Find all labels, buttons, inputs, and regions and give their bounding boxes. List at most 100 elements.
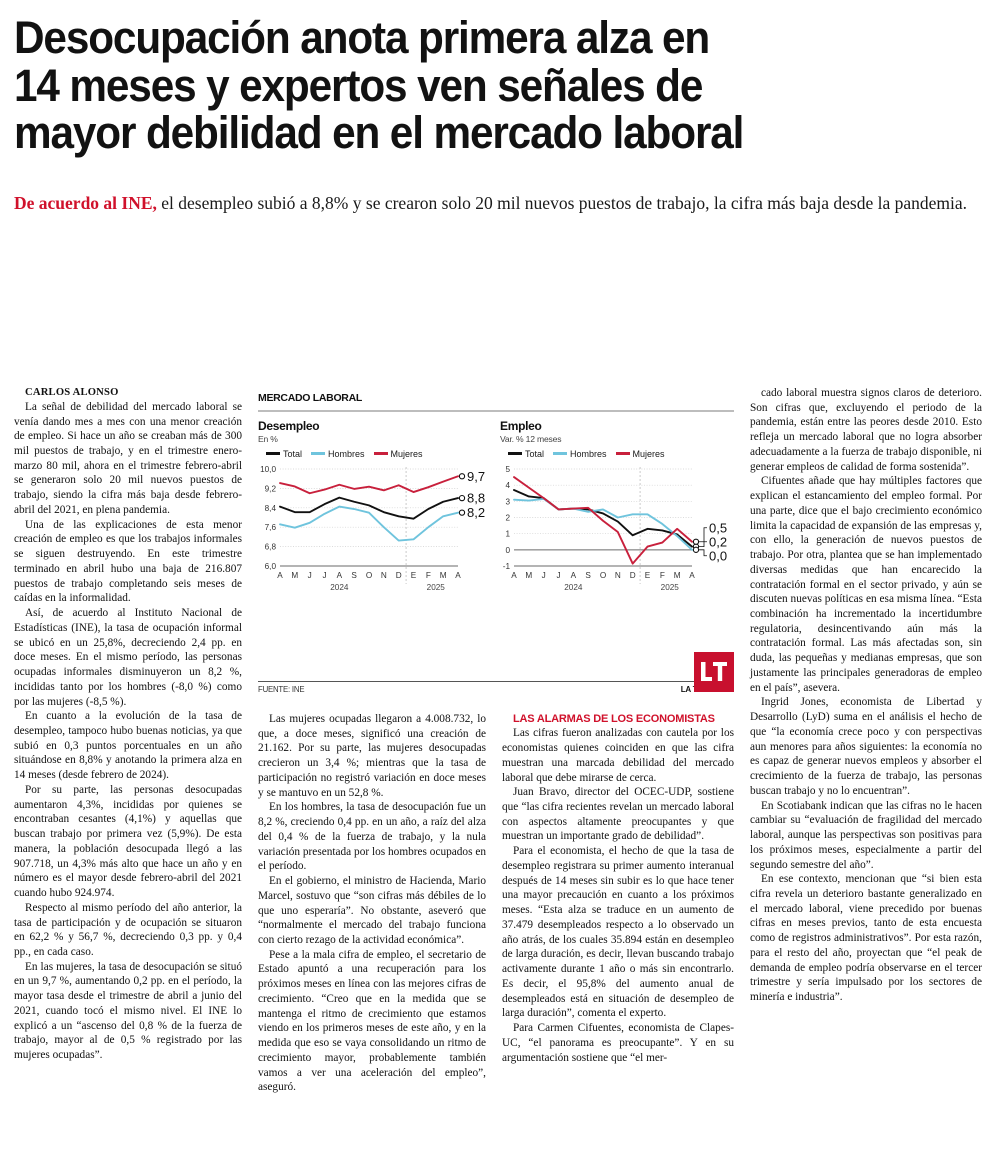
paragraph: Por su parte, las personas desocupadas a… — [14, 783, 242, 900]
headline-line-3: mayor debilidad en el mercado laboral — [14, 107, 744, 159]
legend-item-total: Total — [266, 449, 302, 459]
col1-paragraphs: La señal de debilidad del mercado labora… — [14, 400, 242, 1063]
legend-label-mujeres-2: Mujeres — [632, 448, 665, 459]
infographic-footer: FUENTE: INE LA TERCERA — [258, 652, 734, 694]
headline-line-1: Desocupación anota primera alza en — [14, 12, 710, 63]
standfirst-lede: De acuerdo al INE, — [14, 193, 157, 213]
page-title: Desocupación anota primera alza en 14 me… — [14, 14, 916, 157]
infographic-mercado-laboral: MERCADO LABORAL Desempleo En % Total Hom… — [258, 392, 734, 694]
paragraph: Para el economista, el hecho de que la t… — [502, 845, 734, 1020]
paragraph: Juan Bravo, director del OCEC-UDP, sosti… — [502, 786, 734, 843]
article-column-1: CARLOS ALONSO La señal de debilidad del … — [14, 386, 242, 1063]
y-axis-tick-label: 4 — [505, 481, 510, 490]
legend-label-hombres: Hombres — [328, 448, 365, 459]
legend-swatch-total — [266, 452, 280, 455]
paragraph: En los hombres, la tasa de desocupación … — [258, 801, 486, 873]
paragraph: En cuanto a la evolución de la tasa de d… — [14, 710, 242, 782]
col4-paragraphs: cado laboral muestra signos claros de de… — [750, 386, 982, 1005]
endpoint-value-mujeres: 0,5 — [709, 520, 727, 535]
x-axis-tick-label: M — [291, 571, 298, 580]
legend-label-total-2: Total — [525, 448, 545, 459]
x-axis-tick-label: O — [366, 571, 372, 580]
legend-swatch-mujeres — [373, 452, 388, 455]
lt-monogram-icon — [701, 662, 727, 681]
charts-row: Desempleo En % Total Hombres Mujeres 6,0… — [258, 419, 734, 596]
x-axis-tick-label: N — [615, 571, 621, 580]
legend-swatch-hombres — [311, 452, 326, 455]
col2-paragraphs: Las mujeres ocupadas llegaron a 4.008.73… — [258, 712, 486, 1095]
x-axis-year-label: 2025 — [661, 583, 680, 592]
series-line-mujeres — [513, 475, 693, 565]
endpoint-value-mujeres: 9,7 — [467, 468, 485, 483]
x-axis-tick-label: D — [396, 571, 402, 580]
y-axis-tick-label: 1 — [505, 529, 510, 538]
legend-label-total: Total — [283, 448, 303, 459]
infographic-footer-row: FUENTE: INE LA TERCERA — [258, 685, 734, 694]
y-axis-tick-label: 6,0 — [265, 562, 277, 571]
x-axis-tick-label: S — [585, 571, 591, 580]
source-label: FUENTE: INE — [258, 685, 305, 694]
leader-line — [699, 540, 707, 547]
x-axis-tick-label: S — [351, 571, 357, 580]
infographic-bottom-rule — [258, 681, 734, 682]
y-axis-tick-label: 3 — [505, 497, 510, 506]
legend-label-mujeres: Mujeres — [390, 448, 423, 459]
paragraph: En las mujeres, la tasa de desocupación … — [14, 960, 242, 1062]
paragraph: cado laboral muestra signos claros de de… — [750, 387, 982, 473]
legend-item-hombres: Hombres — [311, 449, 365, 459]
x-axis-tick-label: A — [689, 571, 695, 580]
x-axis-tick-label: J — [556, 571, 560, 580]
x-axis-tick-label: J — [322, 571, 326, 580]
infographic-top-rule — [258, 410, 734, 412]
x-axis-tick-label: M — [440, 571, 447, 580]
article-column-2: Las mujeres ocupadas llegaron a 4.008.73… — [258, 712, 486, 1095]
paragraph: Una de las explicaciones de esta menor c… — [14, 518, 242, 605]
y-axis-tick-label: 7,6 — [265, 523, 277, 532]
chart-desempleo-legend: Total Hombres Mujeres — [266, 449, 492, 459]
byline: CARLOS ALONSO — [25, 387, 119, 398]
leader-line — [699, 526, 707, 542]
x-axis-tick-label: M — [674, 571, 681, 580]
x-axis-tick-label: A — [337, 571, 343, 580]
paragraph: En el gobierno, el ministro de Hacienda,… — [258, 875, 486, 947]
leader-line — [699, 548, 707, 556]
series-line-hombres — [279, 505, 459, 541]
y-axis-tick-label: 10,0 — [260, 465, 276, 474]
legend-swatch-total-2 — [508, 452, 522, 455]
paragraph: En ese contexto, mencionan que “si bien … — [750, 873, 982, 1004]
legend-swatch-mujeres-2 — [615, 452, 630, 455]
x-axis-tick-label: M — [525, 571, 532, 580]
endpoint-value-total: 0,2 — [709, 534, 727, 549]
chart-empleo-title: Empleo — [500, 418, 542, 433]
legend-item-hombres-2: Hombres — [553, 449, 607, 459]
x-axis-tick-label: A — [455, 571, 461, 580]
endpoint-marker-mujeres — [458, 472, 466, 479]
col3-paragraphs: Las cifras fueron analizadas con cautela… — [502, 726, 734, 1065]
series-line-mujeres — [279, 474, 459, 494]
y-axis-tick-label: 9,2 — [265, 484, 277, 493]
y-axis-tick-label: 2 — [505, 513, 510, 522]
y-axis-tick-label: 5 — [505, 465, 510, 474]
paragraph: Así, de acuerdo al Instituto Nacional de… — [14, 607, 242, 708]
legend-item-mujeres-2: Mujeres — [615, 448, 665, 459]
x-axis-tick-label: F — [660, 571, 665, 580]
x-axis-tick-label: D — [630, 571, 636, 580]
x-axis-year-label: 2025 — [427, 583, 446, 592]
endpoint-marker-total — [458, 494, 466, 501]
series-line-hombres — [513, 497, 693, 551]
x-axis-tick-label: E — [411, 571, 417, 580]
chart-empleo-plot: -1 0 1 2 3 4 5 A M J J A S O N D E F M A 2024 2025 0,5 0,2 0,0 — [500, 461, 734, 596]
y-axis-tick-label: -1 — [503, 562, 511, 571]
chart-desempleo-subtitle: En % — [258, 433, 278, 444]
paragraph: La señal de debilidad del mercado labora… — [14, 400, 242, 516]
article-column-3: LAS ALARMAS DE LOS ECONOMISTAS Las cifra… — [502, 712, 734, 1065]
x-axis-tick-label: A — [511, 571, 517, 580]
infographic-kicker: MERCADO LABORAL — [258, 392, 362, 404]
x-axis-tick-label: E — [645, 571, 651, 580]
standfirst: De acuerdo al INE, el desempleo subió a … — [14, 192, 979, 215]
paragraph: En Scotiabank indican que las cifras no … — [750, 799, 982, 871]
chart-empleo-subtitle: Var. % 12 meses — [500, 433, 562, 444]
